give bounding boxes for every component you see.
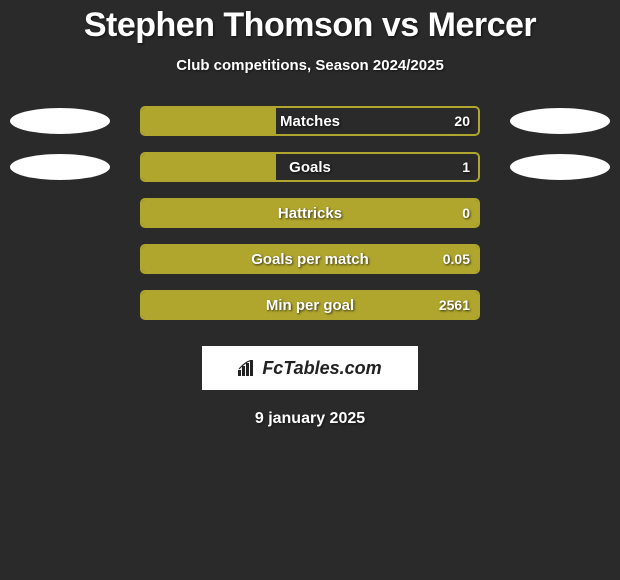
subtitle: Club competitions, Season 2024/2025 bbox=[0, 57, 620, 74]
title: Stephen Thomson vs Mercer bbox=[0, 6, 620, 45]
bar-track: Goals per match0.05 bbox=[140, 244, 480, 274]
bar-fill bbox=[142, 292, 478, 318]
date: 9 january 2025 bbox=[0, 410, 620, 428]
vs-text: vs bbox=[382, 6, 419, 44]
stats-chart: Matches20 Goals1 Hattricks0 Goals per match… bbox=[0, 104, 620, 334]
right-ellipse bbox=[510, 108, 610, 134]
stat-row: Matches20 bbox=[0, 104, 620, 150]
logo: FcTables.com bbox=[238, 358, 381, 379]
comparison-widget: Stephen Thomson vs Mercer Club competiti… bbox=[0, 0, 620, 428]
player1-name: Stephen Thomson bbox=[84, 6, 373, 44]
logo-text: FcTables.com bbox=[262, 358, 381, 379]
bar-track: Hattricks0 bbox=[140, 198, 480, 228]
stat-row: Goals1 bbox=[0, 150, 620, 196]
left-ellipse bbox=[10, 108, 110, 134]
right-ellipse bbox=[510, 154, 610, 180]
bar-fill bbox=[142, 200, 478, 226]
bar-track: Matches20 bbox=[140, 106, 480, 136]
bar-value: 20 bbox=[454, 113, 470, 129]
bar-track: Min per goal2561 bbox=[140, 290, 480, 320]
bar-fill bbox=[142, 154, 276, 180]
bar-fill bbox=[142, 246, 478, 272]
stat-row: Hattricks0 bbox=[0, 196, 620, 242]
player2-name: Mercer bbox=[428, 6, 537, 44]
bar-track: Goals1 bbox=[140, 152, 480, 182]
stat-row: Min per goal2561 bbox=[0, 288, 620, 334]
bars-icon bbox=[238, 360, 258, 376]
stat-row: Goals per match0.05 bbox=[0, 242, 620, 288]
bar-fill bbox=[142, 108, 276, 134]
left-ellipse bbox=[10, 154, 110, 180]
logo-box: FcTables.com bbox=[202, 346, 418, 390]
bar-value: 1 bbox=[462, 159, 470, 175]
